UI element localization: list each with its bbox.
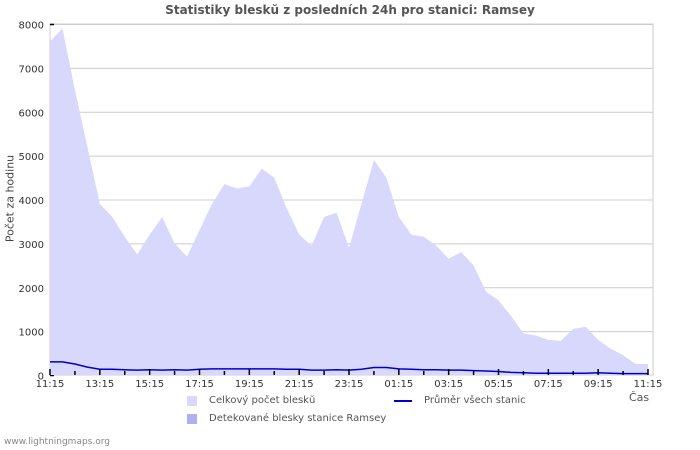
y-tick-label: 2000 [19, 284, 44, 295]
legend-swatch-detected [187, 413, 197, 424]
legend-label-total: Celkový počet bleskŭ [209, 395, 316, 406]
x-axis-label: Čas [629, 391, 650, 404]
legend-item-average: Průměr všech stanic [394, 395, 526, 406]
x-tick-label: 01:15 [384, 379, 413, 390]
legend-item-total: Celkový počet bleskŭ [187, 395, 315, 406]
y-tick-label: 6000 [19, 108, 44, 119]
y-tick-label: 1000 [19, 328, 44, 339]
y-tick-label: 3000 [19, 240, 44, 251]
footer-link[interactable]: www.lightningmaps.org [4, 437, 110, 447]
x-tick-label: 09:15 [584, 379, 613, 390]
chart-title: Statistiky bleskŭ z posledních 24h pro s… [165, 3, 535, 17]
x-tick-label: 05:15 [484, 379, 513, 390]
x-tick-label: 07:15 [534, 379, 563, 390]
legend-item-detected: Detekované blesky stanice Ramsey [187, 413, 386, 424]
x-tick-label: 23:15 [335, 379, 364, 390]
y-tick-label: 7000 [19, 64, 44, 75]
total-strikes-area [50, 28, 648, 375]
x-tick-label: 11:15 [36, 379, 65, 390]
x-tick-label: 13:15 [85, 379, 114, 390]
y-axis-label: Počet za hodinu [3, 154, 17, 243]
legend-label-detected: Detekované blesky stanice Ramsey [209, 413, 387, 424]
y-tick-label: 0 [38, 372, 44, 383]
y-tick-label: 8000 [19, 21, 44, 32]
x-tick-label: 17:15 [185, 379, 214, 390]
x-tick-label: 15:15 [135, 379, 164, 390]
legend-swatch-average [394, 399, 412, 402]
x-tick-label: 11:15 [634, 379, 663, 390]
legend-label-average: Průměr všech stanic [424, 395, 526, 406]
legend-swatch-total [187, 395, 197, 406]
y-tick-label: 5000 [19, 152, 44, 163]
x-tick-label: 19:15 [235, 379, 264, 390]
y-tick-label: 4000 [19, 196, 44, 207]
x-tick-label: 21:15 [285, 379, 314, 390]
x-tick-label: 03:15 [434, 379, 463, 390]
